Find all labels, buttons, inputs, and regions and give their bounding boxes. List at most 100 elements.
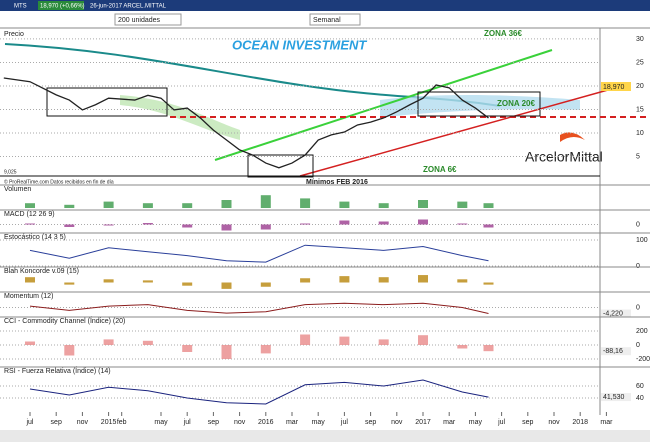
bar	[418, 200, 428, 208]
bar	[103, 201, 114, 208]
y-tick-label: 60	[636, 383, 644, 390]
bar	[457, 201, 468, 208]
y-tick-label: 30	[636, 36, 644, 43]
bar	[25, 223, 35, 225]
x-tick-label: mar	[286, 419, 299, 426]
last-box	[601, 347, 631, 356]
bar	[221, 345, 232, 359]
period-select[interactable]	[309, 13, 361, 26]
panel-title: RSI - Fuerza Relativa (Índice) (14)	[4, 366, 111, 375]
y-tick-label: 0	[636, 342, 640, 349]
bar	[25, 341, 35, 345]
value-label: -88,16	[603, 348, 623, 355]
bar	[457, 223, 468, 225]
bar	[483, 282, 494, 285]
bar	[260, 224, 271, 230]
bar	[182, 203, 193, 208]
panel-title: MACD (12 26 9)	[4, 211, 55, 218]
bar	[260, 195, 271, 208]
bar	[457, 345, 468, 349]
trend-line	[299, 87, 616, 177]
x-tick-label: 2017	[415, 419, 431, 426]
bar	[300, 223, 311, 225]
price-line	[3, 77, 489, 169]
bar	[418, 335, 428, 345]
quote-box	[38, 1, 84, 10]
zone-label: ZONA 6€	[423, 165, 457, 174]
min-label: 9,025	[4, 169, 17, 175]
zone-label: ZONA 36€	[484, 29, 522, 38]
symbol: MTS	[14, 4, 27, 10]
bar	[182, 282, 193, 286]
panel-title: Estocástico (14 3 5)	[4, 234, 66, 241]
bar	[300, 198, 311, 208]
x-tick-label: jul	[25, 419, 33, 426]
value-label: -4,220	[603, 310, 623, 317]
x-tick-label: nov	[234, 419, 246, 426]
period: Semanal	[313, 17, 341, 24]
bar	[142, 203, 153, 208]
bar	[103, 339, 114, 345]
bar	[483, 203, 494, 208]
bar	[339, 276, 350, 283]
last-label: 18,970	[603, 84, 625, 91]
bar	[378, 277, 389, 283]
cloud	[380, 95, 580, 118]
logo-swoosh	[560, 132, 585, 142]
bar	[300, 334, 311, 345]
bar	[25, 277, 35, 283]
info: 26-jun-2017 ARCEL.MITTAL	[90, 4, 167, 10]
units-select[interactable]	[114, 13, 182, 26]
bar	[378, 339, 389, 345]
banner: OCEAN INVESTMENT	[232, 37, 367, 52]
bar	[418, 275, 428, 283]
panel-title: Blah Koncorde v.09 (15)	[4, 268, 79, 275]
bar	[142, 340, 153, 345]
x-tick-label: nov	[548, 419, 560, 426]
x-tick-label: 2015	[101, 419, 117, 426]
bar	[221, 224, 232, 231]
panel-title: Volumen	[4, 186, 31, 193]
bar	[221, 282, 232, 289]
bar	[142, 223, 153, 225]
y-tick-label: 40	[636, 395, 644, 402]
bar	[142, 280, 153, 283]
quote: 18,970 (+0,66%)	[40, 4, 85, 10]
last-box	[601, 309, 631, 318]
range-box	[247, 154, 314, 178]
bar	[260, 345, 271, 354]
x-tick-label: jul	[183, 419, 191, 426]
y-tick-label: -200	[636, 356, 650, 363]
y-tick-label: 15	[636, 106, 644, 113]
x-tick-label: 2018	[572, 419, 588, 426]
x-tick-label: sep	[208, 419, 219, 426]
x-tick-label: jul	[340, 419, 348, 426]
bar	[300, 278, 311, 283]
trend-line	[214, 49, 553, 161]
indicator-line	[29, 302, 489, 314]
last-box	[601, 82, 631, 91]
y-tick-label: 10	[636, 130, 644, 137]
zone-label: ZONA 20€	[497, 99, 535, 108]
range-box	[417, 91, 541, 117]
bar	[64, 204, 75, 208]
bar	[182, 224, 193, 228]
y-tick-label: 0	[636, 263, 640, 270]
bar	[483, 345, 494, 352]
x-tick-label: may	[312, 419, 326, 426]
x-tick-label: sep	[365, 419, 376, 426]
value-label: 41,530	[603, 394, 625, 401]
y-tick-label: 200	[636, 328, 648, 335]
indicator-line	[29, 244, 489, 263]
x-tick-label: mar	[600, 419, 613, 426]
x-tick-label: may	[469, 419, 483, 426]
bar	[64, 224, 75, 227]
x-tick-label: 2016	[258, 419, 274, 426]
bar	[103, 224, 114, 226]
x-tick-label: nov	[77, 419, 89, 426]
x-tick-label: sep	[51, 419, 62, 426]
y-tick-label: 100	[636, 237, 648, 244]
y-tick-label: 0	[636, 304, 640, 311]
bar	[25, 203, 35, 208]
